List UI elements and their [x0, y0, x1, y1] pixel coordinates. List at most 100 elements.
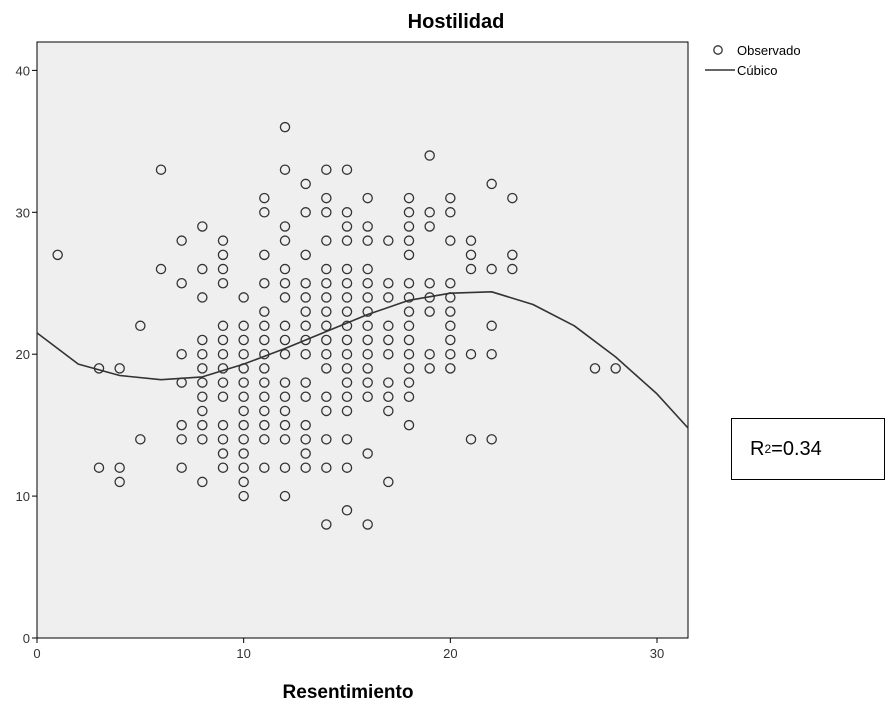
data-point: [424, 306, 435, 317]
data-point: [362, 519, 373, 530]
data-point: [445, 207, 456, 218]
data-point: [589, 363, 601, 374]
data-point: [362, 277, 373, 289]
data-point: [217, 235, 229, 246]
x-tick-label: 20: [443, 646, 457, 661]
data-point: [341, 164, 353, 175]
data-point: [197, 292, 208, 303]
data-point: [403, 192, 415, 204]
data-point: [259, 306, 270, 317]
data-point: [197, 334, 208, 346]
data-point: [176, 419, 187, 431]
data-point: [135, 320, 146, 332]
data-point: [52, 249, 63, 261]
data-point: [341, 320, 353, 332]
data-point: [238, 348, 249, 360]
data-point: [300, 348, 311, 360]
data-point: [197, 263, 208, 275]
r-squared-box: R 2 =0.34: [731, 418, 885, 480]
data-point: [300, 292, 311, 303]
data-point: [238, 320, 249, 332]
data-point: [238, 292, 249, 303]
data-point: [197, 476, 208, 488]
data-point: [341, 405, 353, 417]
data-point: [362, 306, 373, 317]
axis-ticks: 0 10 20 30 0 10 20 30 40: [16, 63, 665, 661]
data-point: [238, 334, 249, 346]
data-point: [300, 391, 311, 403]
data-point: [259, 192, 270, 204]
scatter-points: [52, 121, 621, 530]
data-point: [300, 419, 311, 431]
data-point: [383, 235, 394, 246]
data-point: [321, 306, 332, 317]
data-point: [321, 462, 332, 473]
data-point: [403, 419, 415, 431]
data-point: [486, 348, 497, 360]
data-point: [238, 462, 249, 473]
data-point: [362, 377, 373, 388]
data-point: [321, 164, 332, 175]
data-point: [486, 263, 497, 275]
data-point: [445, 363, 456, 374]
data-point: [176, 462, 187, 473]
data-point: [383, 405, 394, 417]
data-point: [217, 263, 229, 275]
data-point: [279, 434, 291, 445]
data-point: [114, 363, 125, 374]
data-point: [238, 405, 249, 417]
data-point: [383, 277, 394, 289]
y-tick-label: 40: [16, 63, 30, 78]
data-point: [300, 448, 311, 459]
cubic-fit-line: [36, 291, 689, 429]
data-point: [259, 363, 270, 374]
data-point: [279, 348, 291, 360]
data-point: [445, 277, 456, 289]
data-point: [383, 334, 394, 346]
y-tick-label: 10: [16, 489, 30, 504]
data-point: [362, 391, 373, 403]
data-point: [238, 490, 249, 502]
data-point: [279, 121, 291, 133]
y-tick-label: 30: [16, 205, 30, 220]
data-point: [279, 320, 291, 332]
data-point: [341, 292, 353, 303]
data-point: [279, 221, 291, 232]
data-point: [403, 249, 415, 261]
data-point: [321, 277, 332, 289]
data-point: [238, 377, 249, 388]
data-point: [217, 277, 229, 289]
data-point: [259, 405, 270, 417]
data-point: [362, 292, 373, 303]
data-point: [445, 192, 456, 204]
data-point: [362, 448, 373, 459]
r-squared-superscript: 2: [764, 442, 772, 456]
x-axis-label: Resentimiento: [283, 682, 414, 703]
fit-curve-group: [36, 291, 689, 429]
data-point: [403, 348, 415, 360]
y-tick-label: 20: [16, 347, 30, 362]
legend-label-cubico: Cúbico: [737, 63, 777, 78]
legend-marker-observado: [713, 45, 723, 55]
data-point: [300, 277, 311, 289]
data-point: [341, 434, 353, 445]
data-point: [486, 178, 497, 190]
data-point: [445, 320, 456, 332]
data-point: [445, 306, 456, 317]
data-point: [176, 434, 187, 445]
data-point: [114, 462, 125, 473]
data-point: [445, 235, 456, 246]
data-point: [197, 434, 208, 445]
data-point: [217, 334, 229, 346]
data-point: [300, 207, 311, 218]
data-point: [217, 320, 229, 332]
legend: Observado Cúbico: [705, 43, 801, 78]
data-point: [341, 377, 353, 388]
data-point: [217, 434, 229, 445]
data-point: [217, 391, 229, 403]
data-point: [403, 277, 415, 289]
data-point: [424, 150, 435, 161]
data-point: [403, 306, 415, 317]
data-point: [279, 164, 291, 175]
